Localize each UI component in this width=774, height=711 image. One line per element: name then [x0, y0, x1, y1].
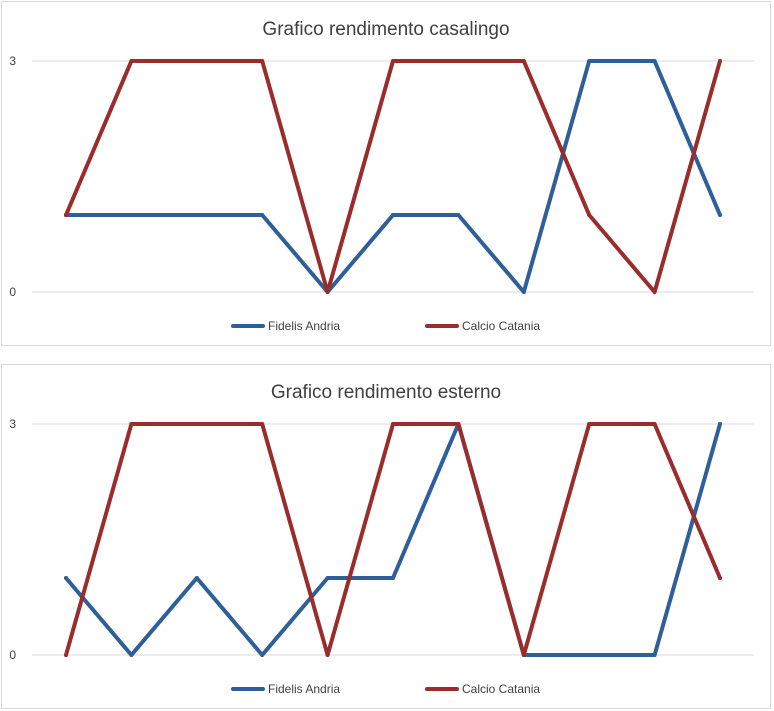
chart-title: Grafico rendimento casalingo	[262, 19, 509, 40]
data-point	[129, 653, 134, 657]
data-point	[456, 213, 461, 217]
data-point	[64, 213, 68, 217]
data-point	[391, 576, 395, 580]
chart-away-svg: Grafico rendimento esterno 0 3 Fidelis An…	[9, 382, 754, 696]
y-tick-label: 3	[9, 417, 16, 431]
y-tick-label: 0	[9, 285, 16, 299]
chart-away: Grafico rendimento esterno 0 3 Fidelis An…	[1, 364, 771, 709]
data-point	[391, 59, 395, 63]
legend-label: Fidelis Andria	[268, 319, 340, 333]
data-point	[129, 213, 134, 217]
data-point	[652, 653, 657, 657]
data-point	[194, 213, 199, 217]
series-line-calcio-catania	[64, 422, 722, 657]
data-point	[587, 653, 592, 657]
data-point	[64, 576, 68, 580]
data-point	[64, 653, 68, 657]
data-point	[129, 422, 134, 426]
data-point	[521, 653, 526, 657]
series-line-calcio-catania	[64, 59, 722, 294]
data-point	[521, 59, 526, 63]
data-point	[456, 59, 461, 63]
data-point	[325, 290, 330, 294]
data-point	[521, 290, 526, 294]
series-line-fidelis-andria	[64, 59, 722, 294]
chart-home-svg: Grafico rendimento casalingo 0 3 Fidelis …	[9, 19, 754, 333]
data-point	[718, 422, 722, 426]
series-line-fidelis-andria	[64, 422, 722, 657]
chart-home: Grafico rendimento casalingo 0 3 Fidelis …	[1, 1, 771, 346]
y-tick-label: 3	[9, 54, 16, 68]
data-point	[260, 59, 265, 63]
data-point	[325, 576, 330, 580]
data-point	[718, 59, 722, 63]
data-point	[391, 422, 395, 426]
data-point	[325, 653, 330, 657]
data-point	[260, 422, 265, 426]
legend-label: Calcio Catania	[462, 682, 540, 696]
data-point	[194, 576, 199, 580]
chart-title: Grafico rendimento esterno	[271, 382, 501, 403]
data-point	[718, 576, 722, 580]
data-point	[391, 213, 395, 217]
y-tick-label: 0	[9, 648, 16, 662]
data-point	[718, 213, 722, 217]
data-point	[194, 59, 199, 63]
legend-label: Calcio Catania	[462, 319, 540, 333]
data-point	[260, 653, 265, 657]
data-point	[652, 290, 657, 294]
data-point	[587, 213, 592, 217]
legend-label: Fidelis Andria	[268, 682, 340, 696]
data-point	[587, 422, 592, 426]
data-point	[652, 59, 657, 63]
data-point	[129, 59, 134, 63]
data-point	[260, 213, 265, 217]
data-point	[652, 422, 657, 426]
data-point	[587, 59, 592, 63]
data-point	[194, 422, 199, 426]
data-point	[456, 422, 461, 426]
